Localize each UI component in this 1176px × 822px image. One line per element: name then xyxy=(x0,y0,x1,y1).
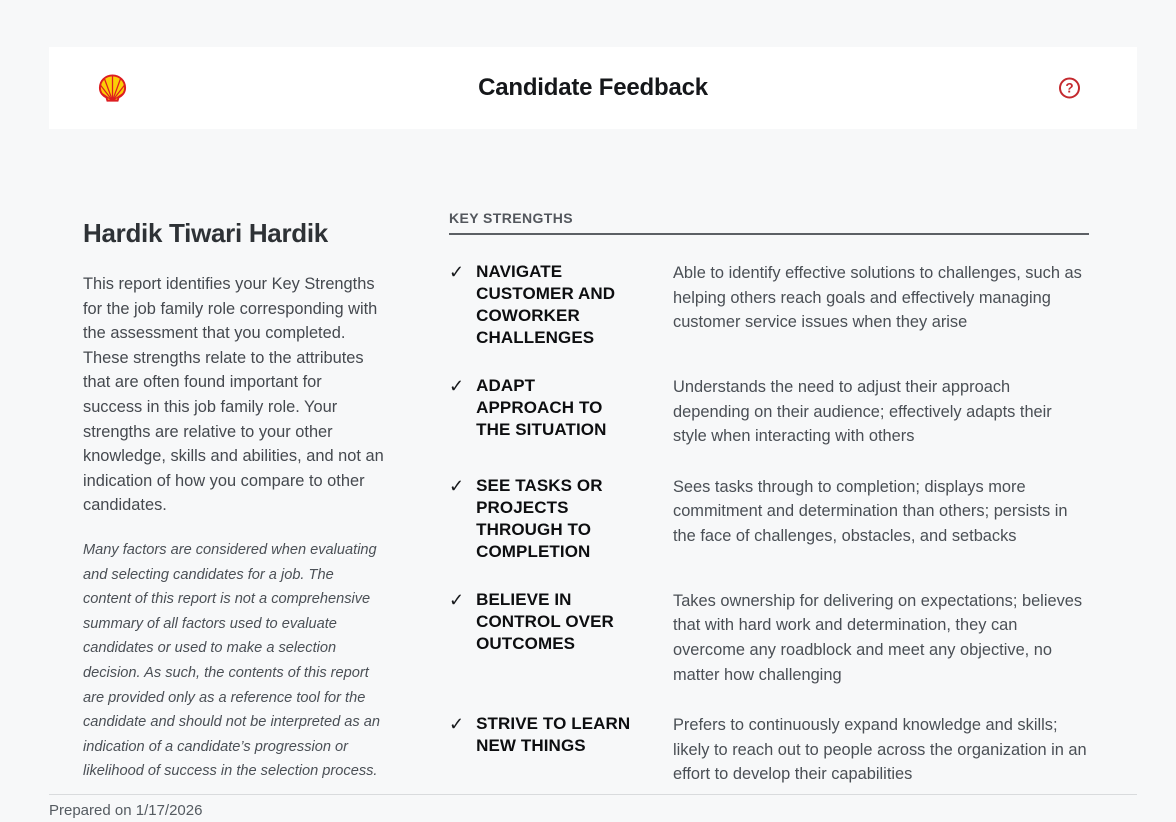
strength-description: Able to identify effective solutions to … xyxy=(673,264,1082,332)
report-disclaimer-text: Many factors are considered when evaluat… xyxy=(83,541,380,780)
key-strengths-heading: KEY STRENGTHS xyxy=(449,210,1089,235)
strengths-list: ✓ NAVIGATE CUSTOMER AND COWORKER CHALLEN… xyxy=(449,261,1089,787)
key-strengths-section: KEY STRENGTHS ✓ NAVIGATE CUSTOMER AND CO… xyxy=(449,210,1089,813)
strength-title: STRIVE TO LEARN NEW THINGS xyxy=(476,714,631,756)
candidate-name: Hardik Tiwari Hardik xyxy=(83,218,328,248)
checkmark-icon: ✓ xyxy=(449,376,465,396)
strength-description: Takes ownership for delivering on expect… xyxy=(673,591,1083,684)
checkmark-icon: ✓ xyxy=(449,475,465,496)
page-title: Candidate Feedback xyxy=(478,74,708,101)
checkmark-icon: ✓ xyxy=(449,714,465,735)
strength-item: ✓ ADAPT APPROACH TO THE SITUATION Unders… xyxy=(449,375,1089,449)
strength-title: BELIEVE IN CONTROL OVER OUTCOMES xyxy=(476,589,614,653)
strength-description: Sees tasks through to completion; displa… xyxy=(673,477,1068,545)
strength-item: ✓ NAVIGATE CUSTOMER AND COWORKER CHALLEN… xyxy=(449,261,1089,349)
report-intro-text: This report identifies your Key Strength… xyxy=(83,275,384,515)
strength-item: ✓ STRIVE TO LEARN NEW THINGS Prefers to … xyxy=(449,713,1089,787)
shell-logo-icon xyxy=(97,73,128,104)
strength-title: ADAPT APPROACH TO THE SITUATION xyxy=(476,376,607,439)
strength-item: ✓ SEE TASKS OR PROJECTS THROUGH TO COMPL… xyxy=(449,475,1089,563)
checkmark-icon: ✓ xyxy=(449,262,465,282)
strength-title: SEE TASKS OR PROJECTS THROUGH TO COMPLET… xyxy=(476,475,603,561)
help-icon[interactable]: ? xyxy=(1059,77,1080,99)
strength-item: ✓ BELIEVE IN CONTROL OVER OUTCOMES Takes… xyxy=(449,589,1089,687)
strength-description: Prefers to continuously expand knowledge… xyxy=(673,716,1087,784)
candidate-summary: Hardik Tiwari Hardik This report identif… xyxy=(83,215,385,784)
footer: Prepared on 1/17/2026 xyxy=(49,794,1137,819)
header-bar: Candidate Feedback ? xyxy=(49,47,1137,129)
strength-description: Understands the need to adjust their app… xyxy=(673,378,1052,446)
checkmark-icon: ✓ xyxy=(449,589,465,610)
prepared-date: Prepared on 1/17/2026 xyxy=(49,802,203,819)
strength-title: NAVIGATE CUSTOMER AND COWORKER CHALLENGE… xyxy=(476,262,616,347)
